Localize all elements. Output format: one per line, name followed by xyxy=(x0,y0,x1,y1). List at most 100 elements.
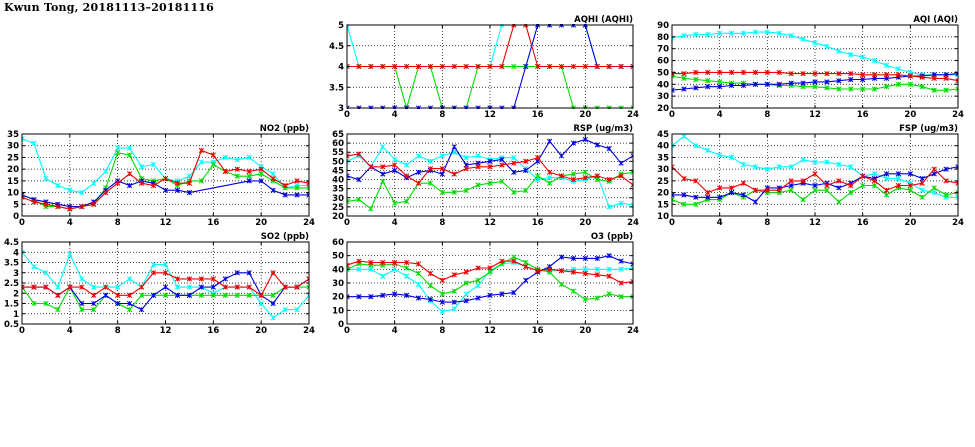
so2-series-cyan-point xyxy=(22,249,25,255)
so2-series-cyan-point xyxy=(270,315,276,321)
no2-series-blue-point xyxy=(22,192,25,198)
rsp-series-blue-point xyxy=(523,167,529,174)
rsp-xtick-label: 0 xyxy=(344,218,350,228)
aqhi-series-red-point xyxy=(439,63,445,70)
o3-series-blue-point xyxy=(403,292,410,298)
rsp-series-red-point xyxy=(475,164,481,170)
o3-series-red-point xyxy=(403,259,410,266)
aqi-series-green-point xyxy=(895,81,902,87)
so2-series-red-point xyxy=(282,284,288,290)
o3-series-blue-point xyxy=(427,296,434,303)
so2-series-red-point xyxy=(91,292,97,298)
so2-series-blue-point xyxy=(174,292,181,298)
rsp-series-blue-point xyxy=(415,169,422,175)
no2-series-red-point xyxy=(43,201,49,207)
fsp-ytick-label: 10 xyxy=(657,212,669,222)
so2-series-red-point xyxy=(198,276,205,282)
rsp-series-blue-point xyxy=(347,173,350,179)
o3-series-blue-point xyxy=(368,294,374,300)
fsp-xtick-label: 24 xyxy=(952,218,964,228)
fsp-series-blue-point xyxy=(672,192,675,198)
rsp-series-red-point xyxy=(380,164,386,170)
aqhi-series-red-point xyxy=(499,63,505,70)
so2-series-red-point xyxy=(31,284,37,290)
rsp-xtick-label: 4 xyxy=(392,218,398,228)
aqi-ytick-label: 50 xyxy=(657,68,669,78)
o3-series-blue-point xyxy=(594,255,600,262)
rsp-series-blue-point xyxy=(439,171,445,177)
aqi-series-blue-point xyxy=(788,80,794,86)
no2-xtick-label: 24 xyxy=(303,218,315,228)
aqi-series-cyan-point xyxy=(717,30,723,36)
aqi-series-red-point xyxy=(693,69,699,76)
so2-series-cyan-point xyxy=(306,292,309,298)
aqi-series-blue-point xyxy=(824,79,830,85)
fsp-series-green-point xyxy=(883,192,890,198)
rsp-ytick-label: 60 xyxy=(332,139,344,149)
fsp-series-cyan-point xyxy=(871,171,878,177)
fsp-series-red-point xyxy=(705,189,711,196)
so2-series-red-point xyxy=(186,276,193,282)
aqi-series-red-point xyxy=(836,70,842,77)
aqhi-xtick-label: 4 xyxy=(392,110,398,120)
aqi-series-green-point xyxy=(883,84,890,90)
no2-ytick-label: 10 xyxy=(7,189,19,199)
o3-title: O3 (ppb) xyxy=(591,232,633,242)
rsp-series-green-point xyxy=(582,169,588,175)
fsp-series-red-point xyxy=(776,187,782,193)
so2-series-green-point xyxy=(138,292,145,298)
o3-series-cyan-point xyxy=(594,266,600,272)
aqi-xtick-label: 8 xyxy=(764,110,770,120)
o3-series-green-point xyxy=(558,281,565,288)
o3-series-green-point xyxy=(463,280,469,286)
rsp-series-green-point xyxy=(368,206,374,212)
aqi-ytick-label: 70 xyxy=(657,45,669,55)
aqhi-series-red-point xyxy=(606,63,612,70)
aqhi-series-red-point xyxy=(618,63,624,70)
so2-series-green-point xyxy=(198,292,205,298)
aqi-series-green-point xyxy=(955,86,958,92)
o3-series-red-point xyxy=(570,269,577,275)
rsp-series-green-point xyxy=(403,198,410,205)
o3-series-red-point xyxy=(463,269,469,275)
so2-series-green-point xyxy=(43,300,49,307)
fsp-series-cyan-point xyxy=(705,147,711,154)
rsp-series-cyan-point xyxy=(546,175,553,181)
aqhi-title: AQHI (AQHI) xyxy=(574,15,633,25)
so2-series-green-point xyxy=(55,306,61,313)
o3-series-cyan-point xyxy=(368,266,374,272)
fsp-series-cyan-point xyxy=(836,161,842,168)
fsp-series-green-point xyxy=(860,182,866,189)
fsp-ytick-label: 40 xyxy=(657,142,669,152)
o3-series-red-point xyxy=(439,277,445,283)
fsp-series-cyan-point xyxy=(955,194,958,200)
o3-series-blue-point xyxy=(463,298,469,304)
o3-xtick-label: 8 xyxy=(439,326,445,336)
no2-series-blue-point xyxy=(270,187,276,193)
fsp-series-cyan-point xyxy=(728,154,735,161)
rsp-series-green-point xyxy=(380,178,386,185)
so2-series-blue-point xyxy=(210,284,216,290)
aqi-series-cyan-point xyxy=(681,33,687,39)
fsp-series-cyan-point xyxy=(848,164,854,170)
o3-xtick-label: 12 xyxy=(484,326,496,336)
no2-series-green-point xyxy=(246,173,252,179)
o3-series-red-point xyxy=(558,268,565,274)
o3-series-green-point xyxy=(347,266,350,272)
o3-series-cyan-point xyxy=(618,266,624,272)
o3-series-blue-point xyxy=(606,253,612,259)
fsp-series-red-point xyxy=(824,182,830,189)
fsp-series-cyan-point xyxy=(919,187,925,193)
so2-series-cyan-point xyxy=(258,300,264,307)
so2-ytick-label: 4.5 xyxy=(4,238,19,248)
fsp-series-red-point xyxy=(836,178,842,184)
aqhi-series-red-point xyxy=(570,63,577,70)
fsp-series-red-point xyxy=(871,178,878,184)
aqhi-xtick-label: 8 xyxy=(439,110,445,120)
no2-series-cyan-point xyxy=(306,182,309,189)
rsp-series-red-point xyxy=(487,164,493,170)
so2-ytick-label: 2.5 xyxy=(4,279,19,289)
